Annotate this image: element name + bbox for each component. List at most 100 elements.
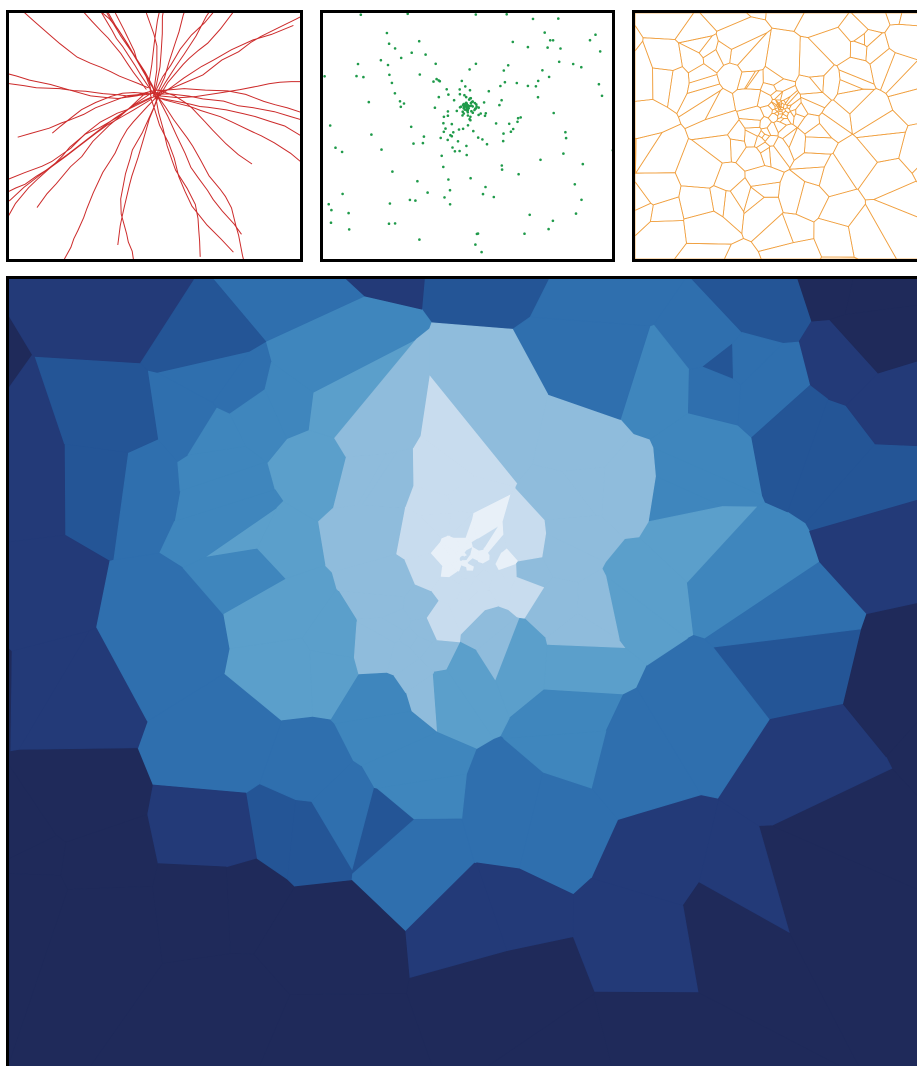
voronoi-cell-edge [870, 48, 895, 90]
voronoi-cell-edge [881, 53, 917, 94]
rail-line [9, 13, 148, 88]
station-point [422, 142, 425, 145]
rail-line [121, 93, 160, 260]
station-point [434, 106, 437, 109]
voronoi-cell-edge [635, 99, 681, 138]
station-point [548, 76, 551, 79]
voronoi-cell-edge [820, 257, 858, 259]
station-point [517, 117, 520, 120]
station-point [440, 155, 443, 158]
station-point [469, 119, 472, 122]
station-point [400, 106, 403, 109]
station-point [330, 221, 333, 224]
voronoi-cell-edge [677, 84, 723, 117]
voronoi-tessellation-panel [632, 10, 917, 262]
voronoi-cell-edge [782, 213, 814, 243]
station-point [465, 154, 468, 157]
rail-line [9, 57, 158, 96]
voronoi-cell-edge [775, 106, 778, 109]
station-point [594, 33, 597, 36]
station-point [477, 106, 480, 109]
rail-line [52, 93, 151, 134]
station-point [552, 112, 555, 115]
voronoi-cell-edge [635, 182, 651, 211]
voronoi-cell-edge [819, 153, 857, 197]
station-point [386, 32, 389, 35]
station-point [475, 103, 478, 106]
station-point [469, 177, 472, 180]
station-point [519, 116, 522, 119]
voronoi-cell-edge [822, 100, 853, 134]
voronoi-cell-edge [703, 50, 724, 73]
voronoi-cell-edge [705, 88, 736, 119]
station-point [549, 39, 552, 42]
station-point [532, 18, 535, 21]
station-point [446, 139, 449, 142]
voronoi-cell-edge [779, 106, 781, 108]
station-point [389, 202, 392, 205]
station-points-scatter [323, 13, 612, 259]
station-point [488, 90, 491, 93]
station-point [552, 39, 555, 42]
voronoi-cell-edge [688, 64, 717, 83]
voronoi-cell-edge [650, 197, 684, 222]
station-point [547, 228, 550, 231]
station-point [504, 81, 507, 84]
station-point [512, 41, 515, 44]
station-point [537, 80, 540, 83]
voronoi-cell-edge [767, 122, 778, 136]
voronoi-cell-edge [679, 90, 721, 128]
station-point [388, 74, 391, 77]
station-point [562, 152, 565, 155]
station-point [510, 130, 513, 133]
station-point [432, 80, 435, 83]
station-point [580, 66, 583, 69]
station-point [442, 166, 445, 169]
station-point [463, 94, 466, 97]
station-point [474, 243, 477, 246]
station-point [541, 69, 544, 72]
voronoi-cell-edge [793, 114, 805, 128]
station-point [444, 127, 447, 130]
station-point [474, 107, 477, 110]
station-point [475, 13, 478, 16]
station-point [472, 111, 475, 114]
voronoi-cell-edge [730, 178, 751, 212]
station-point [493, 196, 496, 199]
voronoi-cell-edge [635, 41, 653, 101]
station-point [458, 128, 461, 131]
station-point [466, 108, 469, 111]
rail-line [63, 94, 160, 259]
station-point [503, 69, 506, 72]
station-point [546, 46, 549, 49]
station-point [410, 126, 413, 129]
voronoi-cell-edge [833, 134, 877, 189]
station-point [505, 13, 508, 16]
station-point [528, 214, 531, 217]
station-point [500, 99, 503, 102]
voronoi-cell-edge [636, 124, 689, 173]
station-point [599, 50, 602, 53]
station-point [470, 102, 473, 105]
station-point [418, 238, 421, 241]
voronoi-cell-edge [687, 75, 720, 94]
rail-line [46, 13, 157, 98]
station-point [394, 47, 397, 50]
station-point [418, 40, 421, 43]
rail-line [9, 28, 151, 99]
station-point [347, 212, 350, 215]
voronoi-cell-edge [865, 200, 917, 260]
station-point [400, 57, 403, 60]
station-point [443, 196, 446, 199]
voronoi-cell-edge [787, 111, 794, 124]
station-point [564, 131, 567, 134]
station-point [574, 183, 577, 186]
voronoi-cell-edge [778, 104, 781, 105]
station-point [439, 137, 442, 140]
station-point [501, 164, 504, 167]
station-point [447, 110, 450, 113]
voronoi-cell-edge [837, 57, 874, 84]
rail-line [55, 13, 157, 93]
station-point [495, 122, 498, 125]
voronoi-cell-edge [760, 116, 772, 128]
